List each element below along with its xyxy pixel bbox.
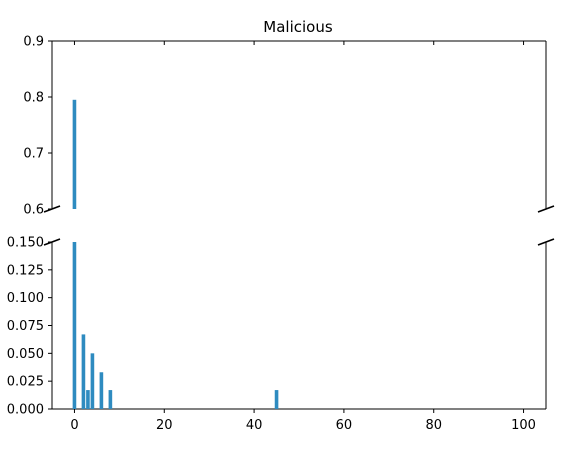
axis-break-mark	[43, 205, 61, 213]
bar	[86, 390, 90, 409]
y-tick-label: 0.8	[23, 91, 44, 106]
y-tick-label: 0.075	[7, 319, 44, 334]
bar	[81, 334, 86, 409]
y-tick-label: 0.9	[23, 35, 44, 50]
y-tick-label: 0.6	[23, 203, 44, 218]
x-tick-label: 20	[156, 418, 173, 433]
x-tick-label: 60	[336, 418, 353, 433]
y-tick-label: 0.000	[7, 403, 44, 418]
upper-panel: 0.6 0.7 0.8 0.9	[23, 35, 547, 218]
axis-break-mark	[43, 238, 61, 246]
x-tick-label: 80	[425, 418, 442, 433]
axis-break-mark	[537, 238, 555, 246]
x-tick-label: 0	[70, 418, 78, 433]
x-tick-label: 40	[246, 418, 263, 433]
chart-title: Malicious	[263, 18, 333, 36]
bar	[274, 390, 279, 409]
bar	[72, 242, 77, 409]
y-tick-label: 0.7	[23, 147, 44, 162]
bar-series	[72, 99, 279, 409]
x-tick-label: 100	[511, 418, 536, 433]
y-tick-label: 0.025	[7, 375, 44, 390]
lower-panel: 0.000 0.025 0.050 0.075 0.100 0.125 0.150 0 20 40…	[7, 236, 547, 433]
y-tick-label: 0.125	[7, 263, 44, 278]
axis-break-mark	[537, 205, 555, 213]
bar	[72, 99, 77, 209]
y-tick-label: 0.150	[7, 236, 44, 251]
y-tick-label: 0.100	[7, 291, 44, 306]
bar	[90, 353, 95, 409]
bar	[108, 390, 113, 409]
bar	[99, 372, 104, 409]
axis-break-marks	[43, 205, 555, 246]
y-tick-label: 0.050	[7, 347, 44, 362]
